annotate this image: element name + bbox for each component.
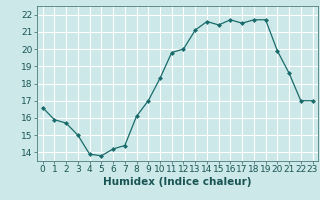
X-axis label: Humidex (Indice chaleur): Humidex (Indice chaleur): [103, 177, 252, 187]
